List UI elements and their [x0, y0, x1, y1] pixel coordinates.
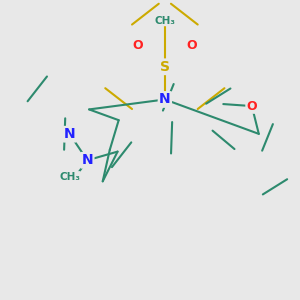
Text: CH₃: CH₃: [154, 16, 176, 26]
Text: O: O: [186, 40, 197, 52]
Text: O: O: [133, 40, 143, 52]
Text: N: N: [82, 153, 93, 167]
Text: CH₃: CH₃: [59, 172, 80, 182]
Text: N: N: [159, 92, 171, 106]
Text: N: N: [64, 127, 76, 141]
Text: S: S: [160, 60, 170, 74]
Text: O: O: [247, 100, 257, 112]
